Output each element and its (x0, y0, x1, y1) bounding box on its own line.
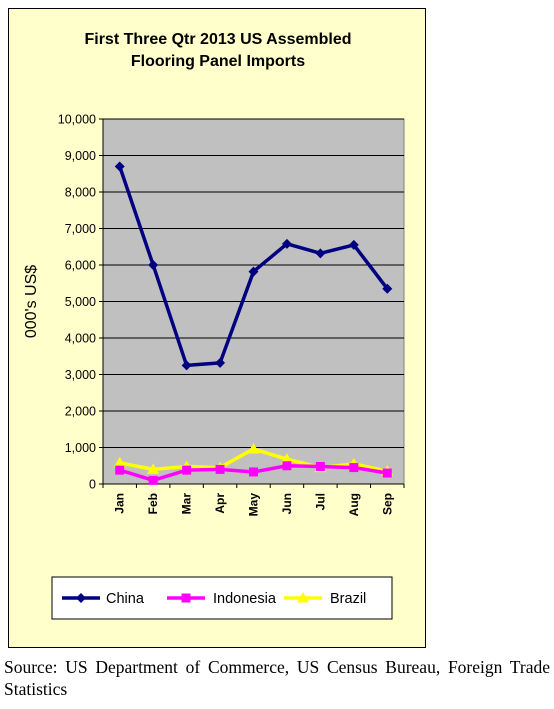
y-tick-label: 10,000 (58, 113, 96, 127)
data-point-china (181, 360, 192, 371)
data-point-china (114, 161, 125, 172)
x-tick-label: Jan (113, 493, 127, 514)
data-point-indonesia (382, 468, 392, 478)
data-point-brazil (147, 463, 160, 474)
data-point-indonesia (148, 475, 158, 485)
legend-marker-indonesia (181, 593, 191, 603)
data-point-brazil (113, 456, 126, 468)
x-tick-label: Apr (213, 493, 227, 514)
data-point-china (281, 238, 292, 249)
y-tick-label: 7,000 (65, 222, 96, 236)
y-tick-label: 2,000 (65, 405, 96, 419)
x-tick-label: May (247, 493, 261, 517)
x-tick-label: Aug (347, 493, 361, 516)
legend-label-china: China (106, 591, 145, 607)
data-point-indonesia (249, 467, 258, 477)
y-tick-label: 5,000 (65, 295, 96, 309)
data-point-brazil (280, 453, 293, 464)
y-tick-label: 6,000 (65, 259, 96, 273)
y-tick-label: 3,000 (65, 368, 96, 382)
x-tick-label: Feb (146, 493, 160, 514)
y-tick-label: 1,000 (65, 441, 96, 455)
chart-title: First Three Qtr 2013 US Assembled Floori… (9, 29, 427, 73)
data-point-china (382, 283, 393, 294)
data-point-indonesia (282, 461, 292, 471)
chart-title-line-2: Flooring Panel Imports (130, 53, 306, 70)
chart-title-line-1: First Three Qtr 2013 US Assembled (84, 31, 352, 48)
data-point-china (348, 239, 359, 250)
legend-label-indonesia: Indonesia (213, 591, 277, 607)
x-tick-label: Jun (280, 493, 294, 514)
data-point-indonesia (115, 465, 125, 475)
data-point-china (315, 248, 326, 259)
legend-marker-china (76, 593, 86, 603)
x-tick-label: Mar (180, 493, 194, 515)
data-point-indonesia (315, 461, 325, 471)
data-point-brazil (247, 442, 260, 454)
y-tick-label: 4,000 (65, 332, 96, 346)
data-point-china (148, 260, 159, 270)
legend-box (51, 576, 393, 620)
y-tick-label: 0 (89, 478, 96, 492)
x-tick-label: Jul (313, 493, 327, 510)
y-tick-label: 9,000 (65, 149, 96, 163)
legend-marker-brazil (297, 592, 309, 603)
source-note: Source: US Department of Commerce, US Ce… (4, 657, 550, 699)
data-point-indonesia (182, 465, 192, 475)
data-point-indonesia (349, 463, 359, 473)
data-point-china (215, 357, 226, 368)
legend-label-brazil: Brazil (330, 591, 366, 607)
data-point-indonesia (215, 464, 225, 474)
y-tick-label: 8,000 (65, 186, 96, 200)
data-point-china (248, 266, 259, 277)
x-tick-label: Sep (380, 493, 394, 515)
y-axis-title: 000's US$ (23, 265, 40, 338)
